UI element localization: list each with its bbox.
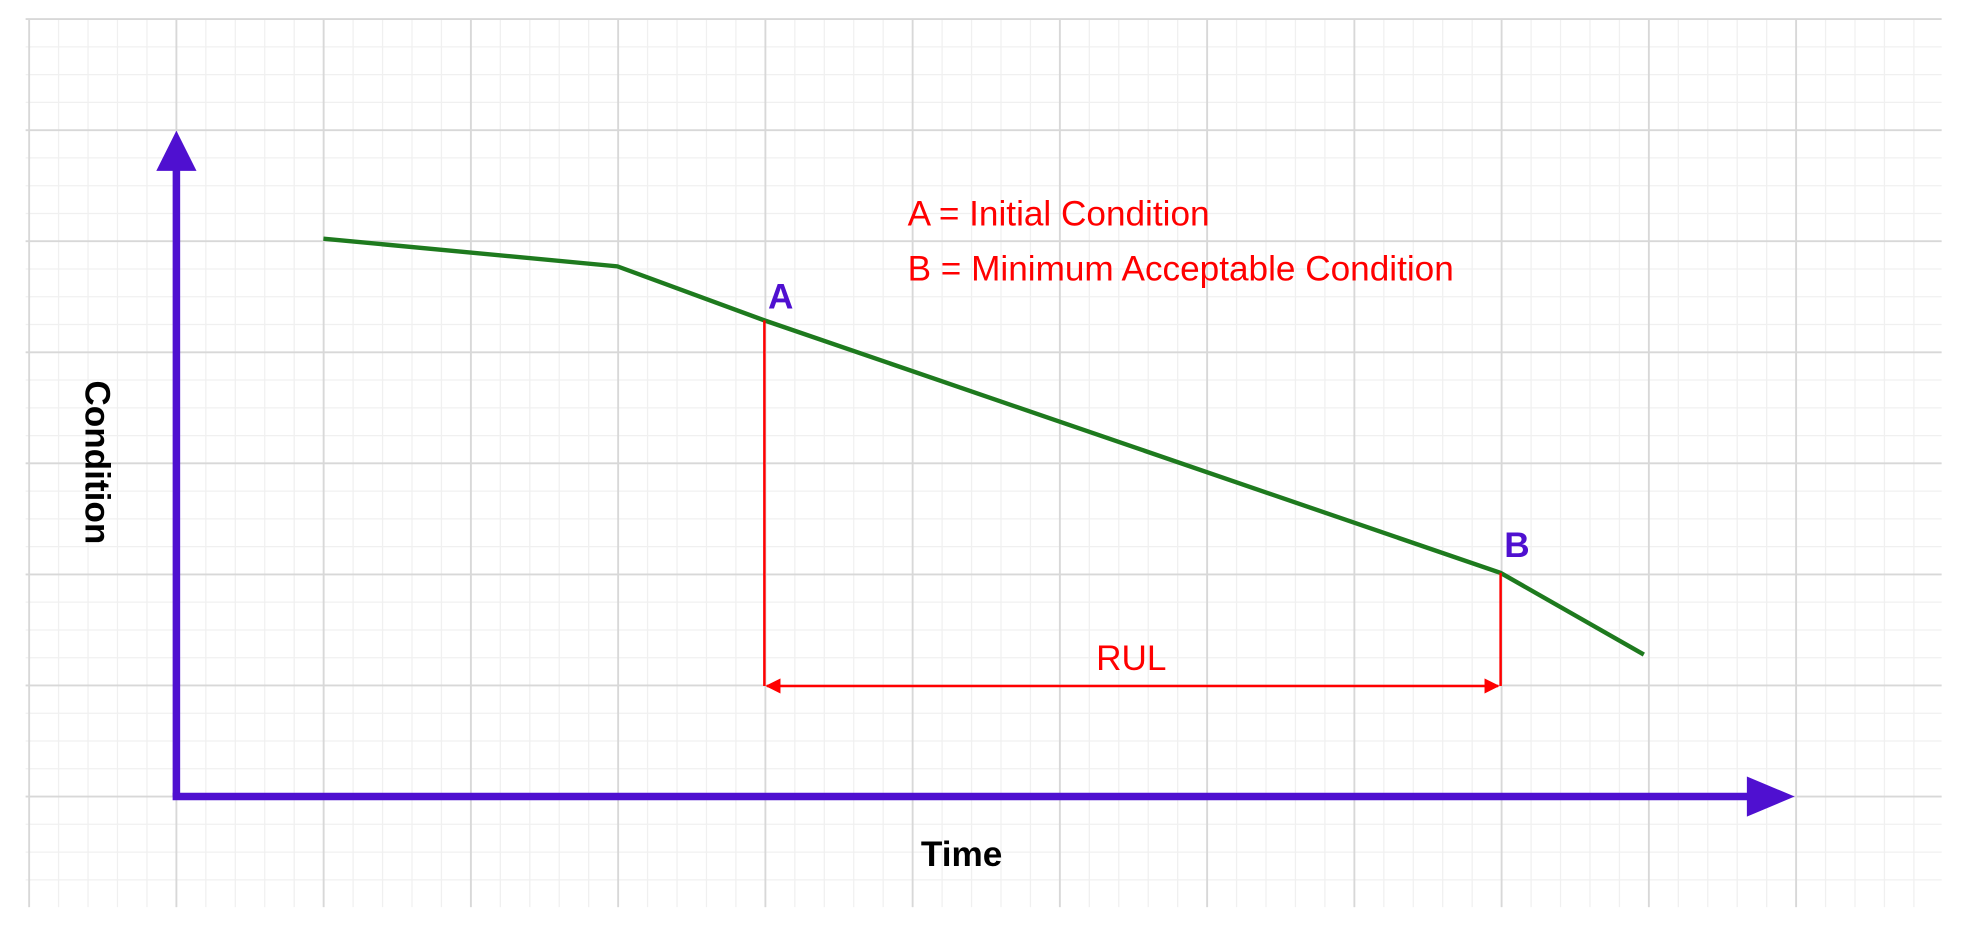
y-axis-label: Condition [77, 380, 116, 544]
point-label: B [1504, 526, 1529, 565]
legend-entry: A = Initial Condition [908, 194, 1210, 233]
x-axis-arrow [1746, 776, 1795, 817]
point-label: A [768, 277, 793, 316]
legend-entry: B = Minimum Acceptable Condition [908, 250, 1454, 289]
y-axis-arrow [156, 130, 197, 171]
condition-curve [323, 236, 1645, 657]
rul-label: RUL [1096, 639, 1166, 678]
x-axis-label: Time [921, 835, 1002, 874]
